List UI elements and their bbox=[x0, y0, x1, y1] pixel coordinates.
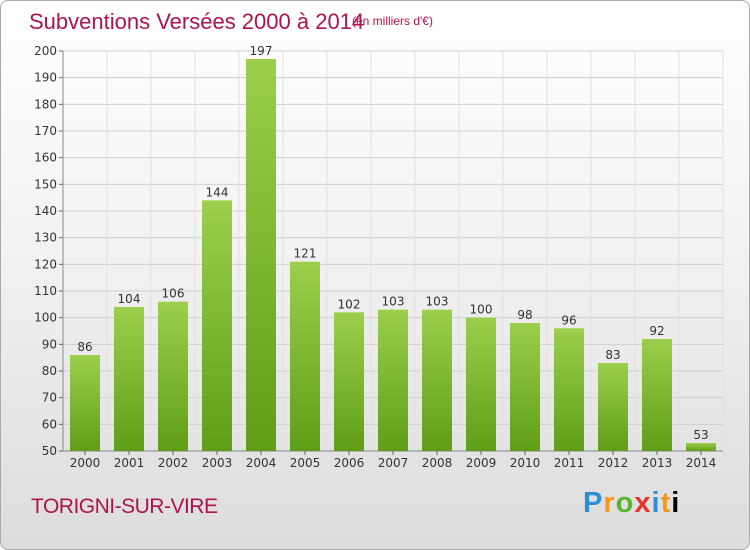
value-label: 83 bbox=[605, 348, 620, 362]
x-tick-label: 2006 bbox=[334, 456, 365, 470]
y-tick-label: 190 bbox=[34, 71, 57, 85]
bar bbox=[290, 261, 320, 451]
x-tick-label: 2007 bbox=[378, 456, 409, 470]
y-tick-label: 200 bbox=[34, 44, 57, 58]
logo-letter: t bbox=[660, 487, 672, 519]
x-tick-label: 2010 bbox=[510, 456, 541, 470]
x-tick-label: 2002 bbox=[158, 456, 189, 470]
bar bbox=[422, 309, 452, 451]
y-tick-label: 140 bbox=[34, 204, 57, 218]
bar bbox=[510, 323, 540, 451]
value-label: 92 bbox=[649, 324, 664, 338]
value-label: 100 bbox=[470, 303, 493, 317]
bar bbox=[466, 317, 496, 451]
x-tick-label: 2003 bbox=[202, 456, 233, 470]
y-tick-label: 70 bbox=[42, 391, 57, 405]
value-label: 53 bbox=[693, 428, 708, 442]
x-tick-label: 2011 bbox=[554, 456, 585, 470]
logo-letter: i bbox=[651, 487, 661, 519]
logo-letter: o bbox=[615, 487, 635, 519]
logo-letter: i bbox=[671, 487, 681, 519]
y-tick-label: 150 bbox=[34, 177, 57, 191]
value-label: 103 bbox=[382, 295, 405, 309]
y-tick-label: 90 bbox=[42, 337, 57, 351]
value-label: 121 bbox=[294, 247, 317, 261]
x-tick-label: 2008 bbox=[422, 456, 453, 470]
bar bbox=[378, 309, 408, 451]
bar bbox=[554, 328, 584, 451]
bar bbox=[642, 339, 672, 451]
bar bbox=[334, 312, 364, 451]
value-label: 104 bbox=[118, 292, 141, 306]
bars bbox=[70, 59, 716, 451]
chart-title: Subventions Versées 2000 à 2014 bbox=[29, 9, 365, 34]
x-tick-label: 2001 bbox=[114, 456, 145, 470]
x-tick-label: 2000 bbox=[70, 456, 101, 470]
bar bbox=[114, 307, 144, 451]
axes: 50 60 70 80 90 100 110 120 130 140 150 160 170 180 190… bbox=[34, 44, 723, 458]
value-label: 144 bbox=[206, 185, 229, 199]
x-tick-label: 2005 bbox=[290, 456, 321, 470]
value-label: 103 bbox=[426, 295, 449, 309]
proxiti-logo: Proxiti bbox=[583, 487, 680, 520]
labels: 86 2000 104 2001 106 2002 144 2003 197 2004 121 200… bbox=[70, 44, 717, 470]
logo-letter: P bbox=[583, 487, 604, 519]
value-label: 197 bbox=[250, 44, 273, 58]
y-tick-label: 110 bbox=[34, 284, 57, 298]
y-tick-label: 100 bbox=[34, 311, 57, 325]
bar bbox=[598, 363, 628, 451]
logo-letter: x bbox=[634, 487, 652, 519]
y-tick-label: 130 bbox=[34, 231, 57, 245]
bar bbox=[202, 200, 232, 451]
x-tick-label: 2012 bbox=[598, 456, 629, 470]
y-tick-label: 160 bbox=[34, 151, 57, 165]
y-tick-label: 180 bbox=[34, 97, 57, 111]
bar bbox=[158, 301, 188, 451]
value-label: 106 bbox=[162, 287, 185, 301]
value-label: 98 bbox=[517, 308, 532, 322]
bar bbox=[70, 355, 100, 451]
y-tick-label: 120 bbox=[34, 257, 57, 271]
y-tick-label: 80 bbox=[42, 364, 57, 378]
bar bbox=[686, 443, 716, 451]
y-tick-label: 60 bbox=[42, 417, 57, 431]
logo-letter: r bbox=[603, 487, 616, 519]
value-label: 86 bbox=[77, 340, 92, 354]
value-label: 96 bbox=[561, 313, 576, 327]
value-label: 102 bbox=[338, 297, 361, 311]
bar bbox=[246, 59, 276, 451]
commune-name: TORIGNI-SUR-VIRE bbox=[31, 495, 218, 518]
y-tick-label: 170 bbox=[34, 124, 57, 138]
x-tick-label: 2009 bbox=[466, 456, 497, 470]
y-tick-label: 50 bbox=[42, 444, 57, 458]
x-tick-label: 2004 bbox=[246, 456, 277, 470]
x-tick-label: 2014 bbox=[686, 456, 717, 470]
chart-subtitle: (en milliers d'€) bbox=[352, 14, 433, 28]
x-tick-label: 2013 bbox=[642, 456, 673, 470]
